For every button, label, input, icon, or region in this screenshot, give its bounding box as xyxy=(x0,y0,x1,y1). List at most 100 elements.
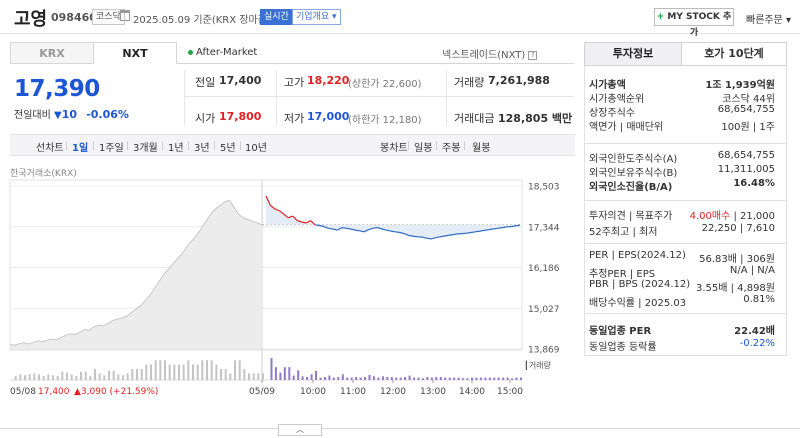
candle-chart-button[interactable]: 봉차트 xyxy=(380,143,408,154)
realtime-badge[interactable]: 실시간 xyxy=(260,9,293,25)
info-row: 시가총액순위 코스닥 44위 xyxy=(589,90,775,105)
price-segment xyxy=(328,227,333,230)
y-tick-label: 13,869 xyxy=(528,346,560,356)
divider xyxy=(584,200,787,201)
volume-bar xyxy=(56,376,59,380)
info-value: 1조 1,939억원 xyxy=(705,80,775,91)
info-label: PBR | BPS (2024.12) xyxy=(589,279,691,290)
volume-bar xyxy=(332,377,335,380)
volume-bar xyxy=(14,376,17,380)
info-label: 시가총액순위 xyxy=(589,94,645,105)
info-row: PER | EPS(2024.12) 56.83배 | 306원 xyxy=(589,250,775,265)
tab-order-book[interactable]: 호가 10단계 xyxy=(681,42,787,66)
price-segment xyxy=(403,233,409,236)
prev-session-close: 17,400 xyxy=(38,387,70,397)
period-10y[interactable]: 10년 xyxy=(245,143,267,154)
prev-session-change: ▲3,090 (+21.59%) xyxy=(74,387,158,397)
volume-bar xyxy=(224,369,227,380)
period-1d[interactable]: 1일 xyxy=(72,143,89,154)
info-row: PBR | BPS (2024.12) 3.55배 | 4,898원 xyxy=(589,279,775,294)
volume-bar xyxy=(126,373,129,380)
x-tick-label: 11:00 xyxy=(340,387,366,397)
volume-bar xyxy=(192,364,194,380)
candle-monthly[interactable]: 월봉 xyxy=(472,143,491,154)
info-label: 52주최고 | 최저 xyxy=(589,227,658,238)
volume-bar xyxy=(196,364,199,380)
period-1w[interactable]: 1주일 xyxy=(99,143,124,154)
period-5y[interactable]: 5년 xyxy=(220,143,236,154)
volume-bar xyxy=(404,377,407,380)
volume-bar xyxy=(422,378,424,380)
volume-bar xyxy=(243,369,246,380)
volume-bar xyxy=(150,364,152,380)
company-overview-dropdown[interactable]: 기업개요 ▾ xyxy=(292,9,341,25)
period-1y[interactable]: 1년 xyxy=(168,143,184,154)
volume-bar xyxy=(117,374,120,380)
candle-weekly[interactable]: 주봉 xyxy=(442,143,461,154)
nextrade-info[interactable]: 넥스트레이드(NXT) ? xyxy=(442,46,538,61)
tab-krx[interactable]: KRX xyxy=(10,42,94,64)
volume-bar xyxy=(66,372,68,380)
x-tick-label: 10:00 xyxy=(300,387,326,397)
volume-bar xyxy=(61,371,64,380)
tab-nxt[interactable]: NXT xyxy=(93,42,177,64)
price-segment xyxy=(377,227,383,230)
divider xyxy=(66,141,67,150)
x-tick-label: 05/09 xyxy=(249,387,275,397)
price-chart[interactable]: 18,503 17,344 16,186 15,027 13,869 ┃거래량 05/09 1… xyxy=(0,172,576,412)
price-segment xyxy=(341,227,347,229)
volume-bar xyxy=(346,377,349,380)
volume-bar xyxy=(173,364,176,380)
info-panel xyxy=(584,66,787,356)
volume-bar xyxy=(515,377,518,380)
volume-bar xyxy=(112,370,115,380)
candle-daily[interactable]: 일봉 xyxy=(414,143,433,154)
plot-frame xyxy=(9,179,523,351)
info-row: 시가총액 1조 1,939억원 xyxy=(589,76,775,91)
stock-code: 098460 xyxy=(51,11,97,24)
period-3m[interactable]: 3개월 xyxy=(133,143,158,154)
divider xyxy=(446,70,447,126)
divider xyxy=(584,313,787,314)
prev-session-date: 05/08 xyxy=(10,387,36,397)
volume-bar xyxy=(306,377,309,380)
price-segment xyxy=(421,236,427,239)
base-date: 2025.05.09 기준(KRX 장마감) xyxy=(133,15,271,26)
add-my-stock-button[interactable]: + MY STOCK 추가 xyxy=(654,8,734,38)
volume-bar xyxy=(229,373,232,380)
line-chart-button[interactable]: 선차트 xyxy=(36,143,64,154)
volume-bar xyxy=(520,377,522,380)
price-segment xyxy=(466,231,472,234)
info-label: PER | EPS(2024.12) xyxy=(589,250,686,261)
volume-value: 7,261,988 xyxy=(488,74,550,87)
volume-bar xyxy=(511,378,514,380)
volume-bar xyxy=(323,377,326,380)
volume-label: ┃거래량 xyxy=(524,360,552,370)
volume-bar xyxy=(426,377,429,380)
tab-investment-info[interactable]: 투자정보 xyxy=(584,42,682,66)
help-icon: ? xyxy=(528,50,538,60)
after-market-status: After-Market xyxy=(188,47,257,58)
x-tick-label: 12:00 xyxy=(380,387,406,397)
period-3y[interactable]: 3년 xyxy=(194,143,210,154)
volume-bar xyxy=(417,377,420,380)
info-value: 0.81% xyxy=(743,293,775,305)
collapse-button[interactable]: ︿ xyxy=(278,424,322,436)
overview-label: 기업개요 xyxy=(296,12,330,22)
volume-bar xyxy=(368,375,371,380)
volume-bar xyxy=(94,369,96,380)
price-segment xyxy=(511,225,516,228)
info-row: 투자의견 | 목표주가 4.00매수 | 21,000 xyxy=(589,207,775,222)
calendar-icon xyxy=(120,10,130,21)
volume-bar xyxy=(178,364,180,380)
info-label: 동일업종 등락률 xyxy=(589,342,657,353)
price-segment xyxy=(479,229,485,232)
after-market-label: After-Market xyxy=(196,47,258,58)
price-segment xyxy=(497,227,503,229)
stock-header xyxy=(0,0,800,34)
y-tick-label: 18,503 xyxy=(528,183,560,193)
quick-order-link[interactable]: 빠른주문 ▾ xyxy=(746,11,791,26)
volume-bar xyxy=(364,377,366,380)
volume-label: 거래량 xyxy=(454,76,485,89)
volume-bar xyxy=(462,378,465,380)
